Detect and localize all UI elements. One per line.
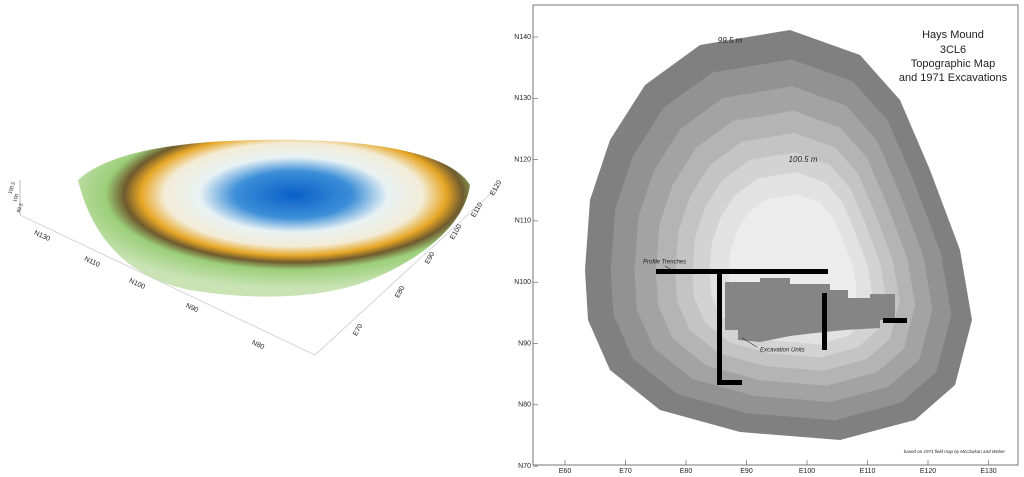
east-label: E60 (559, 468, 572, 475)
north-label: N90 (185, 302, 200, 314)
north-label: N90 (518, 340, 531, 347)
east-label: E80 (394, 285, 406, 299)
east-label: E70 (352, 323, 364, 337)
north-label: N80 (518, 402, 531, 409)
trench (656, 269, 828, 274)
title-line: 3CL6 (940, 44, 966, 56)
trenches (656, 269, 907, 385)
base-axes (19, 184, 501, 356)
north-label: N110 (515, 218, 531, 225)
east-label: E80 (680, 468, 693, 475)
east-label: E100 (449, 223, 463, 241)
north-label: N70 (518, 463, 531, 470)
trench (883, 318, 907, 323)
north-label: N110 (83, 256, 101, 269)
title-line: and 1971 Excavations (899, 72, 1008, 84)
north-label: N80 (251, 339, 266, 351)
east-label: E120 (489, 179, 503, 197)
east-label: E100 (799, 468, 815, 475)
map-3d: N130N110N100N90N80E70E80E90E100E110E1201… (7, 139, 503, 356)
east-label: E110 (470, 201, 484, 218)
contour-label: 99.5 m (718, 36, 743, 45)
north-label: N130 (33, 230, 51, 243)
elevation-label: 100 (12, 193, 21, 203)
credit: based on 1971 field map by McClurkan and… (904, 449, 1006, 454)
east-label: E130 (980, 468, 996, 475)
east-label: E70 (619, 468, 632, 475)
north-label: N140 (514, 34, 531, 41)
annotation: Excavation Units (760, 348, 805, 354)
title-line: Topographic Map (911, 58, 995, 70)
trench (717, 380, 742, 385)
mound-surface (78, 139, 470, 297)
east-label: E90 (740, 468, 753, 475)
trench (717, 272, 722, 384)
annotation: Profile Trenches (643, 260, 686, 266)
north-label: N100 (128, 278, 146, 291)
excavation-units (725, 278, 895, 342)
north-label: N120 (514, 156, 531, 163)
contour-label: 100.5 m (789, 155, 818, 164)
east-label: E110 (860, 468, 876, 475)
east-label: E120 (920, 468, 936, 475)
trench (822, 293, 827, 350)
north-label: N100 (514, 279, 531, 286)
north-label: N130 (514, 95, 531, 102)
title-line: Hays Mound (922, 29, 984, 41)
elevation-label: 99.5 (16, 202, 25, 213)
leader (664, 265, 673, 271)
topo-map: Hays Mound 3CL6 Topographic Map and 1971… (514, 4, 1019, 475)
elevation-label: 100.5 (7, 181, 17, 195)
leader (741, 337, 758, 348)
